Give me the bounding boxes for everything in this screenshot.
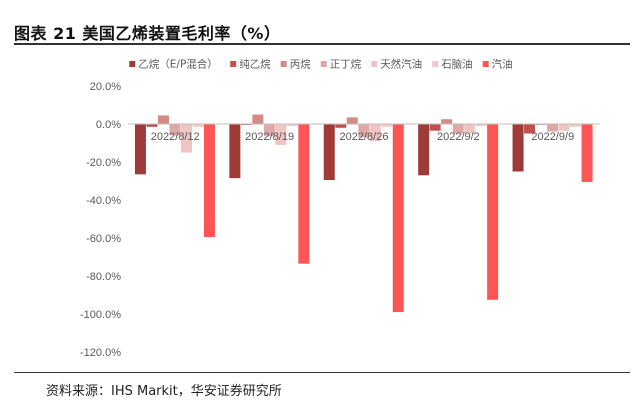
- bar-6-3: [381, 124, 393, 127]
- x-axis-labels: 2022/8/12 2022/8/19 2022/8/26 2022/9/2 2022/…: [151, 131, 574, 143]
- bar-3-3: [346, 117, 358, 124]
- legend-label: 纯乙烷: [239, 58, 271, 71]
- bar-4-5: [547, 124, 559, 132]
- y-tick-label: -100.0%: [80, 309, 121, 321]
- bar-2-1: [146, 124, 158, 127]
- legend-swatch: [320, 61, 327, 67]
- y-axis: 20.0% 0.0% -20.0% -40.0% -60.0% -80.0% -100.0%…: [80, 81, 121, 359]
- bar-5-1: [180, 124, 192, 153]
- legend-swatch: [129, 61, 136, 67]
- legend-label: 石脑油: [441, 58, 473, 71]
- bar-2-3: [335, 124, 347, 128]
- legend-swatch: [371, 61, 378, 67]
- y-tick-label: -40.0%: [86, 195, 121, 207]
- y-tick-label: -120.0%: [80, 347, 121, 359]
- legend-swatch: [280, 61, 287, 67]
- bar-6-1: [192, 124, 204, 127]
- bar-4-2: [263, 124, 275, 137]
- y-tick-label: 0.0%: [96, 119, 121, 131]
- legend-swatch: [230, 61, 237, 67]
- bar-5-5: [558, 124, 570, 131]
- bar-6-2: [286, 124, 298, 126]
- bar-1-4: [418, 124, 430, 176]
- bar-1-2: [229, 124, 241, 179]
- bar-7-3: [392, 124, 404, 313]
- bar-4-4: [452, 124, 464, 134]
- bar-7-5: [581, 124, 593, 182]
- y-tick-label: -60.0%: [86, 233, 121, 245]
- bar-7-4: [487, 124, 499, 300]
- legend-label: 天然汽油: [380, 58, 422, 71]
- legend-swatch: [482, 61, 489, 67]
- bar-4-3: [358, 124, 370, 138]
- title-rule: [14, 43, 630, 45]
- x-category-label: 2022/9/2: [437, 131, 480, 143]
- bar-1-1: [134, 124, 146, 175]
- bar-2-5: [524, 124, 536, 134]
- bar-7-2: [298, 124, 310, 264]
- source-note: 资料来源：IHS Markit，华安证券研究所: [46, 384, 282, 399]
- bar-3-4: [441, 119, 453, 124]
- x-category-label: 2022/8/26: [340, 131, 389, 143]
- y-tick-label: -20.0%: [86, 157, 121, 169]
- figure-title: 图表 21 美国乙烯装置毛利率（%）: [14, 24, 281, 43]
- bar-5-4: [464, 124, 476, 134]
- x-category-label: 2022/9/9: [531, 131, 574, 143]
- legend-label: 乙烷（E/P混合）: [138, 58, 218, 71]
- bar-3-1: [157, 115, 169, 124]
- legend-swatch: [432, 61, 439, 67]
- bar-7-1: [203, 124, 215, 238]
- bar-3-2: [252, 114, 264, 124]
- legend-label: 正丁烷: [330, 58, 362, 71]
- source-rule: [14, 372, 630, 373]
- x-category-label: 2022/8/19: [245, 131, 294, 143]
- legend-label: 丙烷: [290, 58, 311, 71]
- bar-2-4: [429, 124, 441, 131]
- bar-1-3: [323, 124, 335, 181]
- bar-4-1: [169, 124, 181, 136]
- y-tick-label: -80.0%: [86, 271, 121, 283]
- chart-legend: 乙烷（E/P混合） 纯乙烷 丙烷 正丁烷 天然汽油 石脑油 汽油: [129, 58, 513, 71]
- legend-label: 汽油: [492, 58, 513, 71]
- y-tick-label: 20.0%: [90, 81, 121, 93]
- bar-6-4: [475, 124, 487, 126]
- bar-6-5: [570, 124, 582, 127]
- bar-5-2: [275, 124, 287, 145]
- bar-1-5: [512, 124, 524, 172]
- bar-5-3: [369, 124, 381, 142]
- x-category-label: 2022/8/12: [151, 131, 200, 143]
- chart-bars: [134, 114, 593, 313]
